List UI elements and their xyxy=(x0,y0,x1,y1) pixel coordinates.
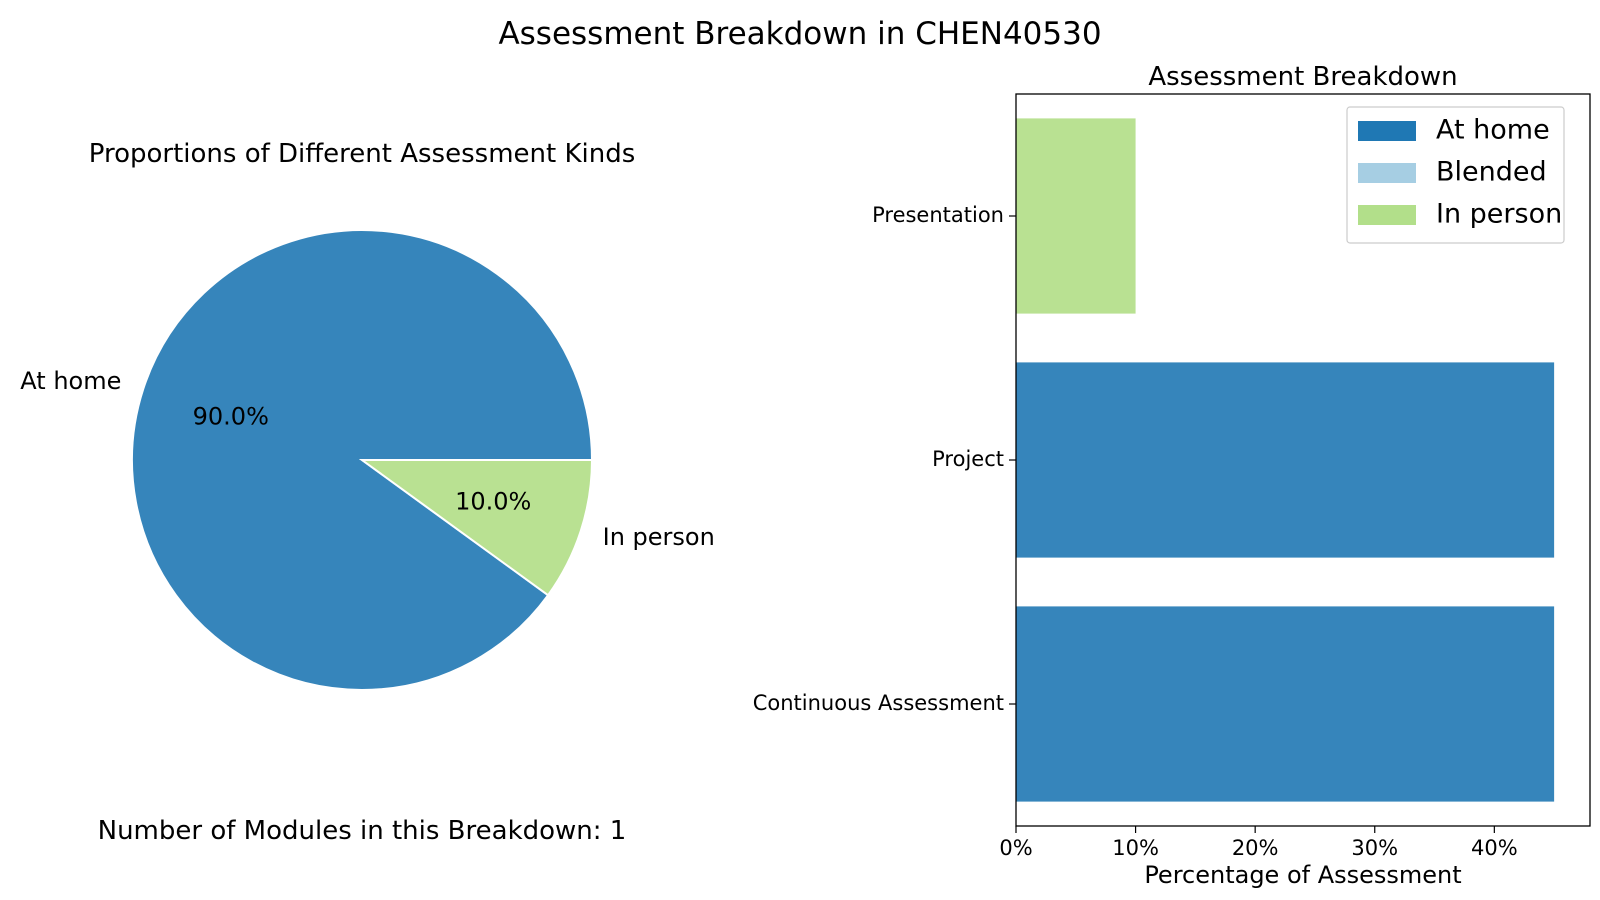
modules-count-text: Number of Modules in this Breakdown: 1 xyxy=(98,816,627,846)
x-tick-label: 30% xyxy=(1351,836,1398,860)
x-tick-label: 10% xyxy=(1112,836,1159,860)
bar-project-at-home xyxy=(1016,362,1555,558)
legend-label-at-home: At home xyxy=(1436,115,1550,146)
x-axis-label: Percentage of Assessment xyxy=(1144,861,1461,889)
pie-labels: At home 90.0% In person 10.0% xyxy=(20,367,715,551)
bars xyxy=(1016,118,1555,802)
legend-swatch-blended xyxy=(1358,163,1416,183)
pie-label-in-person: In person xyxy=(603,523,715,551)
x-ticks: 0% 10% 20% 30% 40% xyxy=(999,826,1518,860)
x-tick-label: 40% xyxy=(1471,836,1518,860)
pie-pct-at-home: 90.0% xyxy=(193,402,269,430)
y-ticks: Continuous Assessment Project Presentation xyxy=(753,203,1016,715)
legend-label-blended: Blended xyxy=(1436,157,1547,188)
y-tick-label-project: Project xyxy=(932,447,1004,471)
bar-panel: Assessment Breakdown Continuous Assessme… xyxy=(753,62,1591,889)
x-tick-label: 0% xyxy=(999,836,1032,860)
y-tick-label-presentation: Presentation xyxy=(872,203,1004,227)
legend-swatch-in-person xyxy=(1358,205,1416,225)
pie-pct-in-person: 10.0% xyxy=(455,488,531,516)
pie-slice-in-person xyxy=(358,459,594,597)
pie-slices xyxy=(131,229,594,691)
y-tick-label-continuous-assessment: Continuous Assessment xyxy=(753,691,1004,715)
x-tick-label: 20% xyxy=(1232,836,1279,860)
pie-label-at-home: At home xyxy=(20,367,121,395)
legend-swatch-at-home xyxy=(1358,121,1416,141)
legend-label-in-person: In person xyxy=(1436,199,1562,230)
figure-title: Assessment Breakdown in CHEN40530 xyxy=(498,16,1101,52)
pie-title: Proportions of Different Assessment Kind… xyxy=(89,139,636,169)
pie-panel: Proportions of Different Assessment Kind… xyxy=(20,139,715,846)
bar-continuous-assessment-at-home xyxy=(1016,606,1555,802)
legend: At home Blended In person xyxy=(1346,106,1565,244)
bar-presentation-in-person xyxy=(1016,118,1136,314)
legend-entries: At home Blended In person xyxy=(1358,115,1562,230)
bar-title: Assessment Breakdown xyxy=(1148,62,1457,92)
